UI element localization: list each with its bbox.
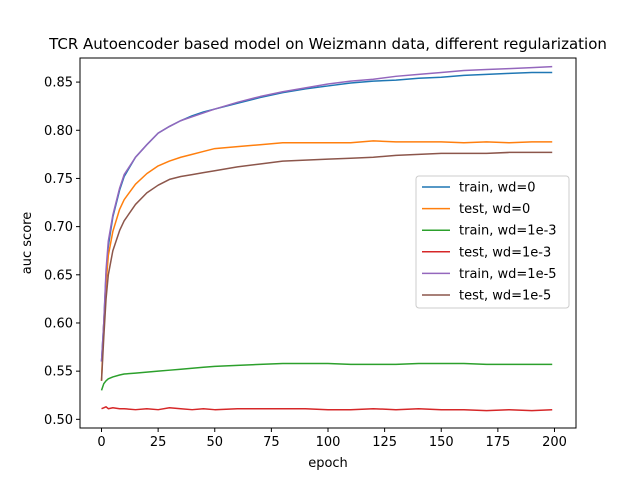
x-tick-label: 200 <box>542 435 567 450</box>
x-axis: 0 25 50 75 100 125 150 175 200 <box>97 428 567 450</box>
legend-label: test, wd=1e-3 <box>459 245 551 260</box>
x-tick-label: 50 <box>206 435 223 450</box>
x-tick-label: 150 <box>429 435 454 450</box>
legend-label: test, wd=0 <box>459 202 530 217</box>
legend-label: test, wd=1e-5 <box>459 289 551 304</box>
y-tick-label: 0.75 <box>44 172 73 187</box>
legend-label: train, wd=1e-5 <box>459 267 557 282</box>
plot-area <box>100 65 553 412</box>
legend-label: train, wd=0 <box>459 181 536 196</box>
series-line-1 <box>100 140 553 381</box>
x-tick-label: 175 <box>485 435 510 450</box>
legend: train, wd=0 test, wd=0 train, wd=1e-3 test,… <box>415 175 570 309</box>
legend-label: train, wd=1e-3 <box>459 224 557 239</box>
x-tick-label: 75 <box>263 435 280 450</box>
x-tick-label: 125 <box>372 435 397 450</box>
y-tick-label: 0.70 <box>44 220 73 235</box>
x-tick-label: 0 <box>97 435 105 450</box>
y-tick-label: 0.60 <box>44 316 73 331</box>
y-tick-label: 0.65 <box>44 268 73 283</box>
y-axis: 0.50 0.55 0.60 0.65 0.70 0.75 0.80 0.85 <box>44 76 80 428</box>
series-line-4 <box>100 65 553 362</box>
y-tick-label: 0.85 <box>44 76 73 91</box>
y-tick-label: 0.80 <box>44 124 73 139</box>
x-tick-label: 100 <box>316 435 341 450</box>
y-axis-label: auc score <box>20 212 35 274</box>
y-tick-label: 0.55 <box>44 365 73 380</box>
chart-title: TCR Autoencoder based model on Weizmann … <box>48 35 607 53</box>
series-line-2 <box>100 362 553 391</box>
series-line-3 <box>101 406 553 412</box>
x-axis-label: epoch <box>308 456 348 471</box>
legend-box <box>415 175 570 309</box>
series-line-5 <box>100 151 553 381</box>
y-tick-label: 0.50 <box>44 413 73 428</box>
x-tick-label: 25 <box>150 435 167 450</box>
